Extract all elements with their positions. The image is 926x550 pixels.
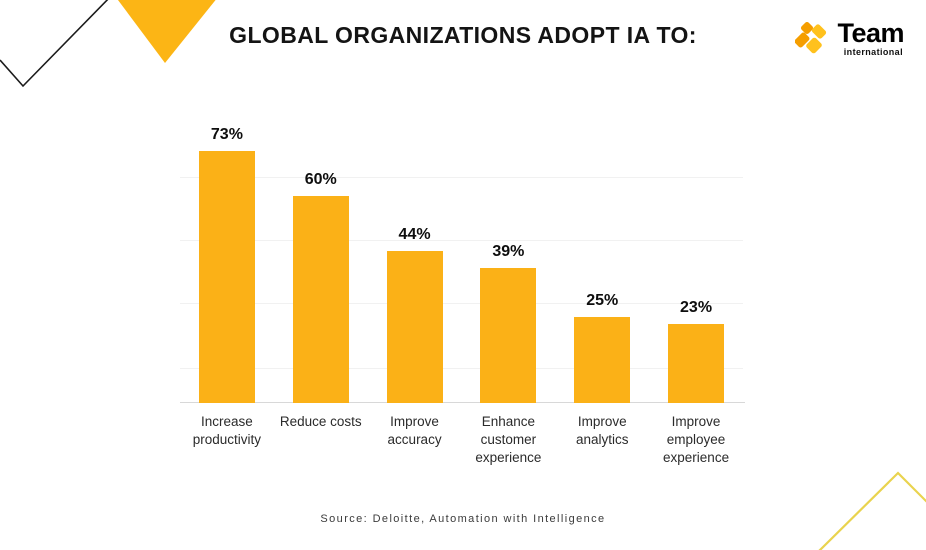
category-labels-row: Increase productivity Reduce costs Improve… — [180, 413, 743, 466]
corner-outline-decoration — [0, 0, 109, 88]
bar-value-label: 25% — [586, 292, 619, 309]
brand-name: Team — [837, 17, 904, 48]
corner-decoration-top-left — [0, 0, 216, 88]
category-label: Improve analytics — [575, 414, 629, 447]
bar-column: 44% — [368, 120, 462, 403]
page-title: GLOBAL ORGANIZATIONS ADOPT IA TO: — [229, 22, 697, 48]
bar-value-label: 39% — [492, 243, 525, 260]
brand-logo: Team international — [795, 17, 904, 58]
category-label: Improve employee experience — [663, 414, 730, 465]
bar — [668, 324, 725, 403]
bar — [480, 268, 537, 403]
bar-column: 73% — [180, 120, 274, 403]
team-pinwheel-icon — [795, 21, 827, 54]
bar-value-label: 73% — [210, 126, 243, 143]
peak-line-decoration — [818, 471, 926, 550]
brand-logo-text: Team international — [837, 17, 904, 58]
category-label: Increase productivity — [192, 414, 262, 447]
corner-decoration-bottom-right — [818, 471, 926, 550]
gridline — [180, 303, 743, 304]
source-note: Source: Deloitte, Automation with Intell… — [320, 513, 606, 525]
bars-container: 73% 60% 44% 39% 25% 23% — [180, 120, 743, 403]
bar-value-label: 44% — [398, 226, 431, 243]
bar-value-label: 60% — [304, 171, 337, 188]
corner-diamond-decoration — [117, 0, 216, 63]
bar-column: 25% — [555, 120, 649, 403]
bar-value-label: 23% — [680, 299, 713, 316]
category-label: Enhance customer experience — [475, 414, 542, 465]
x-axis-baseline — [180, 402, 745, 403]
category-label: Reduce costs — [279, 414, 362, 429]
bar-chart-plot-area: 73% 60% 44% 39% 25% 23% — [180, 120, 745, 403]
bar — [198, 151, 255, 403]
bar-column: 23% — [649, 120, 743, 403]
gridline — [180, 240, 743, 241]
bar — [574, 317, 631, 403]
category-label: Improve accuracy — [387, 414, 442, 447]
bar-column: 39% — [461, 120, 555, 403]
brand-subtitle: international — [843, 47, 903, 58]
bar — [292, 196, 349, 403]
gridline — [180, 177, 743, 178]
gridline — [180, 368, 743, 369]
bar-column: 60% — [274, 120, 368, 403]
bar — [386, 251, 443, 403]
